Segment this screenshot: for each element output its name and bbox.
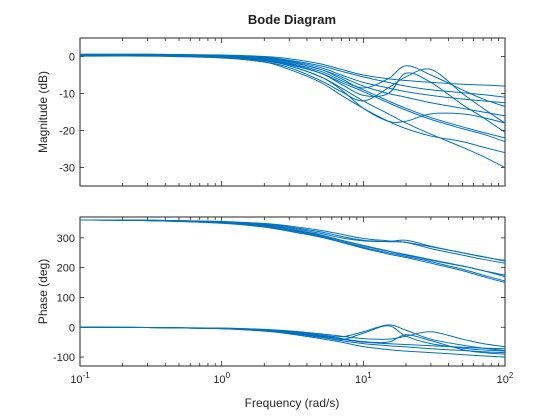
x-tick-exponent: 1	[367, 371, 372, 380]
x-tick-label: 102	[497, 371, 514, 386]
phase-y-tick-label: -100	[53, 352, 75, 364]
x-tick-exponent: 2	[509, 371, 514, 380]
phase-y-axis-label: Phase (deg)	[36, 259, 50, 324]
x-tick-base: 10	[213, 374, 225, 386]
phase-series-group	[80, 219, 505, 358]
magnitude-series-line	[80, 55, 505, 124]
magnitude-y-axis-label: Magnitude (dB)	[36, 71, 50, 153]
x-tick-label: 10-1	[70, 371, 90, 386]
phase-series-line	[80, 219, 505, 278]
magnitude-series-line	[80, 54, 505, 143]
magnitude-panel: 0 -10 -20 -30 Magnitude (dB)	[36, 37, 506, 187]
x-tick-base: 10	[355, 374, 367, 386]
x-tick-label: 100	[213, 371, 230, 386]
magnitude-series-line	[80, 53, 505, 98]
magnitude-y-tick-label: -10	[59, 89, 75, 101]
phase-series-line	[80, 326, 505, 355]
magnitude-y-tick-label: -20	[59, 126, 75, 138]
phase-y-tick-label: 300	[57, 233, 75, 245]
magnitude-y-tick-label: -30	[59, 163, 75, 175]
x-tick-base: 10	[70, 374, 82, 386]
magnitude-series-line	[80, 54, 505, 117]
x-axis-label: Frequency (rad/s)	[245, 396, 340, 410]
chart-title: Bode Diagram	[248, 12, 336, 27]
phase-panel: 300 200 100 0 -100 Phase (deg)	[36, 216, 506, 367]
x-tick-exponent: -1	[83, 371, 91, 380]
x-tick-base: 10	[497, 374, 509, 386]
phase-y-tick-label: 0	[69, 322, 75, 334]
phase-y-tick-label: 100	[57, 292, 75, 304]
phase-series-line	[80, 219, 505, 262]
magnitude-series-group	[80, 53, 505, 168]
magnitude-y-tick-label: 0	[69, 52, 75, 64]
x-tick-label: 101	[355, 371, 372, 386]
phase-y-tick-label: 200	[57, 263, 75, 275]
phase-series-line	[80, 219, 505, 284]
x-tick-exponent: 0	[226, 371, 231, 380]
